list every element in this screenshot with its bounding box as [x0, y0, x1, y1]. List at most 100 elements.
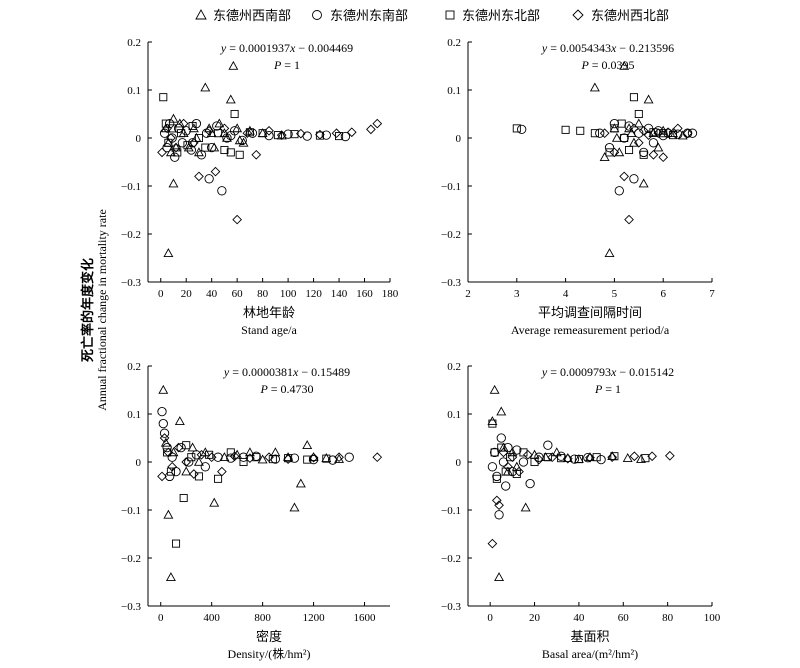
data-point-square [519, 448, 528, 457]
data-point-square [629, 93, 638, 102]
data-point-triangle [238, 137, 249, 147]
data-point-circle [498, 457, 509, 467]
p-value: P = 0.0395 [580, 58, 634, 72]
p-value: P = 1 [273, 58, 300, 72]
data-point-square [194, 472, 203, 481]
y-tick-label: 0.1 [127, 85, 141, 97]
data-point-triangle [636, 453, 646, 463]
legend: 东德州西南部 东德州东南部 东德州东北部 东德州西北部 [195, 8, 669, 23]
x-tick-label: 5 [612, 288, 618, 300]
regression-equation: y = 0.0001937x − 0.004469 [220, 41, 353, 55]
data-point-diamond [167, 461, 178, 472]
x-tick-label: 800 [254, 612, 271, 624]
x-tick-label: 60 [618, 612, 630, 624]
data-point-diamond [494, 500, 504, 511]
data-point-diamond [663, 127, 673, 138]
data-point-triangle [206, 128, 217, 138]
data-point-triangle [604, 248, 615, 258]
data-point-circle [162, 442, 172, 453]
regression-equation: y = 0.0009793x − 0.015142 [541, 365, 674, 379]
data-point-square [490, 448, 499, 457]
data-point-square [501, 467, 510, 476]
data-point-circle [569, 454, 580, 464]
x-axis-label-en: Stand age/a [241, 323, 297, 337]
panel-basal-area: −0.3 −0.2 −0.1 0 0.1 0.2 0 20 40 60 80 100 y = 0.000… [441, 361, 721, 661]
data-point-triangle [181, 466, 192, 476]
y-tick-label: −0.3 [121, 601, 141, 613]
data-point-circle [663, 128, 673, 138]
data-point-circle [629, 174, 639, 184]
data-point-diamond [643, 130, 654, 140]
data-point-diamond [372, 118, 383, 129]
data-point-circle [648, 138, 659, 148]
data-point-triangle [611, 132, 622, 142]
regression-equation: y = 0.0054343x − 0.213596 [541, 41, 674, 55]
y-tick-label: −0.1 [441, 505, 461, 517]
panel-stand-age: −0.3 −0.2 −0.1 0 0.1 0.2 0 20 40 60 80 100 120 140 160… [121, 37, 399, 337]
data-point-triangle [308, 452, 319, 462]
data-point-square [625, 145, 634, 155]
x-tick-label: 20 [181, 288, 193, 300]
data-point-square [590, 129, 599, 138]
data-point-circle [212, 121, 222, 131]
data-point-triangle [232, 123, 243, 133]
data-point-diamond [163, 447, 174, 458]
data-point-circle [534, 452, 544, 462]
p-value: P = 0.4730 [259, 382, 313, 396]
data-point-diamond [673, 123, 683, 134]
y-tick-label: 0.1 [447, 85, 461, 97]
data-point-circle [159, 128, 170, 138]
data-point-triangle [489, 384, 500, 394]
data-point-square [258, 129, 267, 138]
x-tick-label: 4 [563, 288, 569, 300]
data-point-triangle [204, 123, 215, 133]
data-point-diamond [523, 449, 533, 460]
x-tick-label: 140 [331, 288, 348, 300]
data-point-diamond [264, 125, 274, 136]
data-point-diamond [315, 129, 325, 140]
data-point-circle [238, 452, 249, 462]
data-point-square [641, 454, 650, 463]
data-point-triangle [643, 94, 654, 104]
data-point-triangle [622, 453, 633, 462]
y-tick-label: 0 [136, 457, 142, 469]
x-tick-label: 0 [158, 612, 164, 624]
data-point-circle [624, 121, 634, 131]
data-point-circle [289, 453, 300, 463]
data-point-diamond [498, 447, 509, 458]
data-point-triangle [228, 60, 239, 70]
data-point-square [322, 454, 331, 463]
regression-equation: y = 0.0000381x − 0.15489 [223, 365, 350, 379]
data-point-triangle [562, 453, 573, 462]
data-point-square [245, 128, 254, 137]
data-point-triangle [494, 572, 505, 582]
data-point-triangle [614, 147, 625, 157]
data-point-square [168, 124, 177, 133]
data-point-triangle [257, 454, 268, 464]
data-point-diamond [210, 166, 221, 177]
y-tick-label: −0.2 [441, 553, 461, 565]
data-point-diamond [372, 452, 383, 463]
data-point-square [172, 539, 181, 548]
legend-label-northeast: 东德州东北部 [462, 8, 540, 23]
data-point-triangle [638, 178, 649, 188]
data-point-square [506, 453, 515, 462]
data-point-triangle [193, 147, 204, 157]
x-tick-label: 40 [573, 612, 585, 624]
data-point-square [543, 453, 552, 462]
data-point-circle [494, 510, 504, 520]
data-point-triangle [624, 123, 635, 133]
data-point-circle [344, 452, 354, 462]
y-tick-label: 0.2 [127, 361, 141, 373]
data-point-square [620, 133, 629, 143]
data-point-triangle [321, 453, 332, 462]
data-point-triangle [507, 447, 518, 457]
data-point-square [290, 130, 299, 139]
x-tick-label: 120 [305, 288, 322, 300]
data-point-circle [687, 128, 698, 138]
data-point-diamond [366, 124, 376, 135]
data-point-diamond [346, 127, 357, 138]
x-axis-label-cn: 平均调查间隔时间 [538, 305, 642, 320]
data-point-diamond [334, 452, 344, 463]
data-point-triangle [214, 118, 225, 128]
